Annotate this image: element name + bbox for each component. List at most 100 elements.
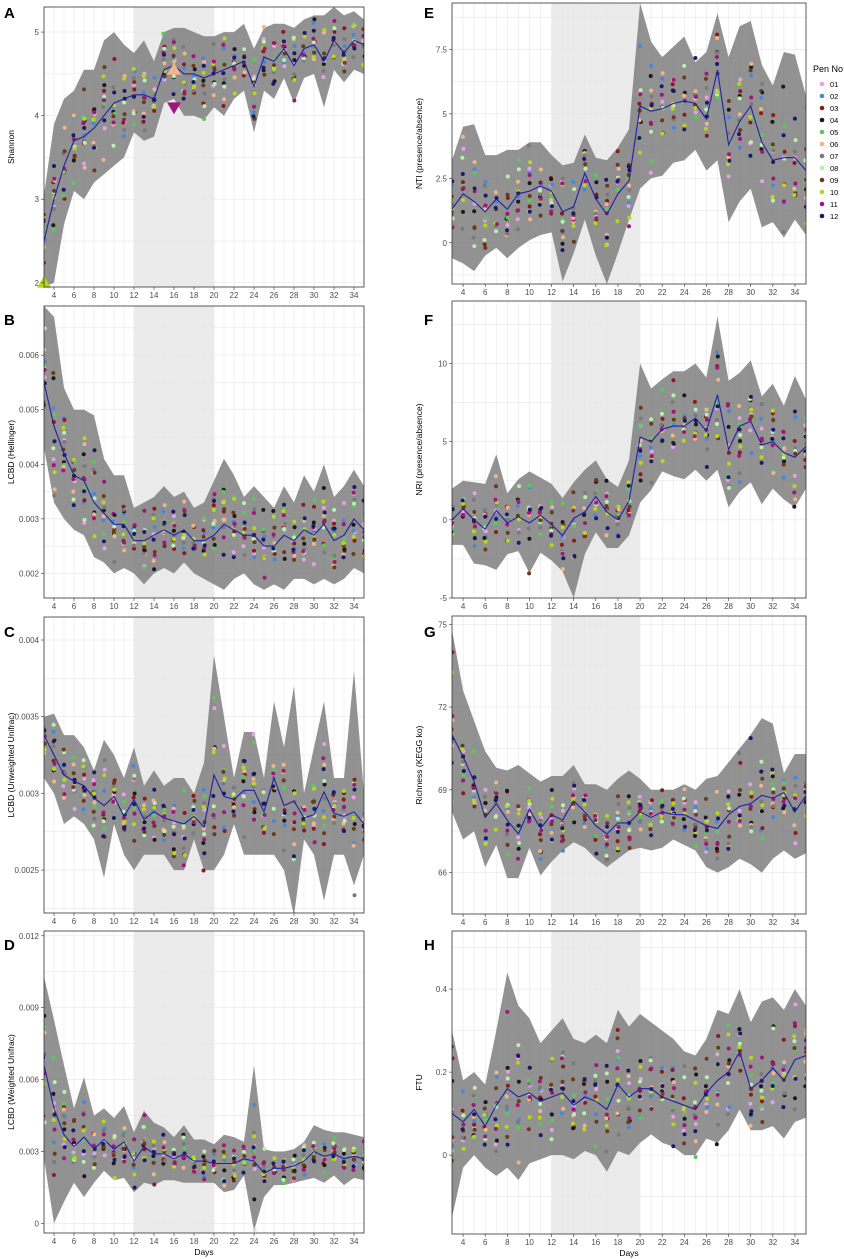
data-point [62,430,67,435]
data-point [81,1112,86,1117]
data-point [44,741,47,746]
data-point [331,1141,336,1146]
data-point [352,782,357,787]
data-point [527,819,531,824]
x-tick-label: 4 [461,288,466,297]
data-point [321,842,326,847]
x-tick-label: 24 [250,917,259,926]
data-point [191,546,196,551]
data-point [604,533,609,538]
data-point [693,805,698,810]
data-point [322,762,327,767]
data-point [102,789,107,793]
data-point [694,1072,699,1077]
data-point [331,36,336,40]
data-point [792,186,797,191]
data-point [211,1159,216,1164]
data-point [727,1058,732,1063]
x-tick-label: 28 [724,918,733,927]
x-tick-label: 10 [525,918,534,927]
data-point [131,822,136,827]
x-tick-label: 28 [724,1238,733,1247]
data-point [793,497,798,502]
data-point [321,808,326,813]
data-point [670,821,675,826]
data-point [311,821,316,826]
data-point [231,510,236,515]
y-tick-label: 72 [438,703,447,712]
data-point [516,1160,521,1165]
data-point [582,153,587,158]
data-point [504,1124,509,1129]
data-point [704,95,709,100]
data-point [693,844,698,848]
data-point [151,512,156,517]
data-point [660,803,665,808]
data-point [141,114,146,119]
data-point [44,1055,46,1060]
data-point [759,783,764,788]
data-point [637,136,642,140]
data-point [649,454,654,459]
data-point [132,532,137,536]
data-point [482,794,487,799]
data-point [604,177,609,182]
data-point [341,555,346,560]
data-point [342,1148,346,1152]
data-point [191,88,196,93]
x-tick-label: 8 [505,288,510,297]
data-point [251,76,256,81]
legend-label: 12 [830,212,838,221]
data-point [505,195,510,200]
data-point [760,149,765,154]
data-point [792,823,797,828]
data-point [693,413,698,418]
data-point [515,1060,520,1065]
data-point [281,778,286,783]
data-point [81,1138,86,1143]
data-point [682,112,687,117]
data-point [648,445,653,450]
data-point [583,1100,588,1105]
data-point [704,107,709,112]
data-point [282,811,287,815]
data-point [282,521,287,526]
data-point [781,1067,786,1072]
data-point [738,433,743,438]
data-point [516,823,521,828]
data-point [44,375,47,380]
data-point [101,518,106,523]
data-point [92,512,96,517]
data-point [638,448,643,453]
x-tick-label: 28 [290,291,299,300]
data-point [561,556,566,561]
data-point [81,1149,86,1154]
data-point [725,403,730,408]
data-point [152,567,157,572]
data-point [292,553,297,558]
data-point [211,546,216,551]
data-point [616,1056,621,1060]
data-point [141,566,146,570]
data-point [461,759,465,764]
data-point [516,157,521,162]
plot-border [451,300,807,599]
data-point [471,235,476,240]
data-point [582,157,587,161]
data-point [82,776,87,781]
data-point [615,1049,620,1053]
data-point [537,202,542,207]
data-point [771,113,776,118]
data-point [638,827,643,832]
data-point [212,1148,217,1153]
data-point [460,748,465,752]
data-point [311,21,316,25]
data-point [222,62,227,67]
data-point [72,1140,76,1145]
y-tick-label: 66 [438,869,447,878]
data-point [221,104,226,108]
data-point [770,408,775,413]
data-point [192,543,197,548]
x-tick-label: 6 [483,918,488,927]
data-point [82,116,87,121]
